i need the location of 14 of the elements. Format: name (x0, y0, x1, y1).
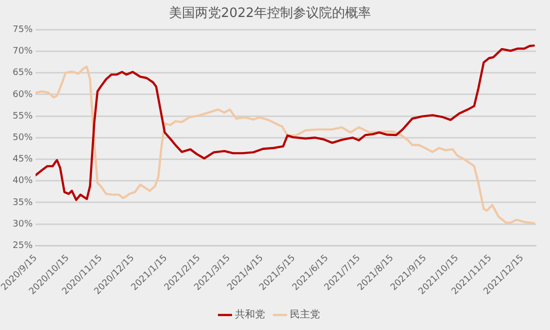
chart-title: 美国两党2022年控制参议院的概率 (168, 5, 372, 22)
y-tick-label: 25% (12, 241, 34, 252)
y-tick-label: 55% (12, 111, 34, 122)
y-tick-label: 40% (12, 176, 34, 186)
y-tick-label: 50% (12, 132, 34, 143)
y-tick-label: 70% (12, 46, 34, 57)
y-tick-label: 30% (12, 219, 34, 230)
y-tick-label: 35% (12, 198, 34, 208)
legend-label: 民主党 (290, 308, 320, 321)
legend-label: 共和党 (235, 308, 265, 321)
y-tick-label: 45% (12, 154, 34, 165)
y-tick-label: 75% (12, 24, 34, 35)
y-tick-label: 65% (12, 68, 34, 78)
y-tick-label: 60% (12, 90, 34, 100)
